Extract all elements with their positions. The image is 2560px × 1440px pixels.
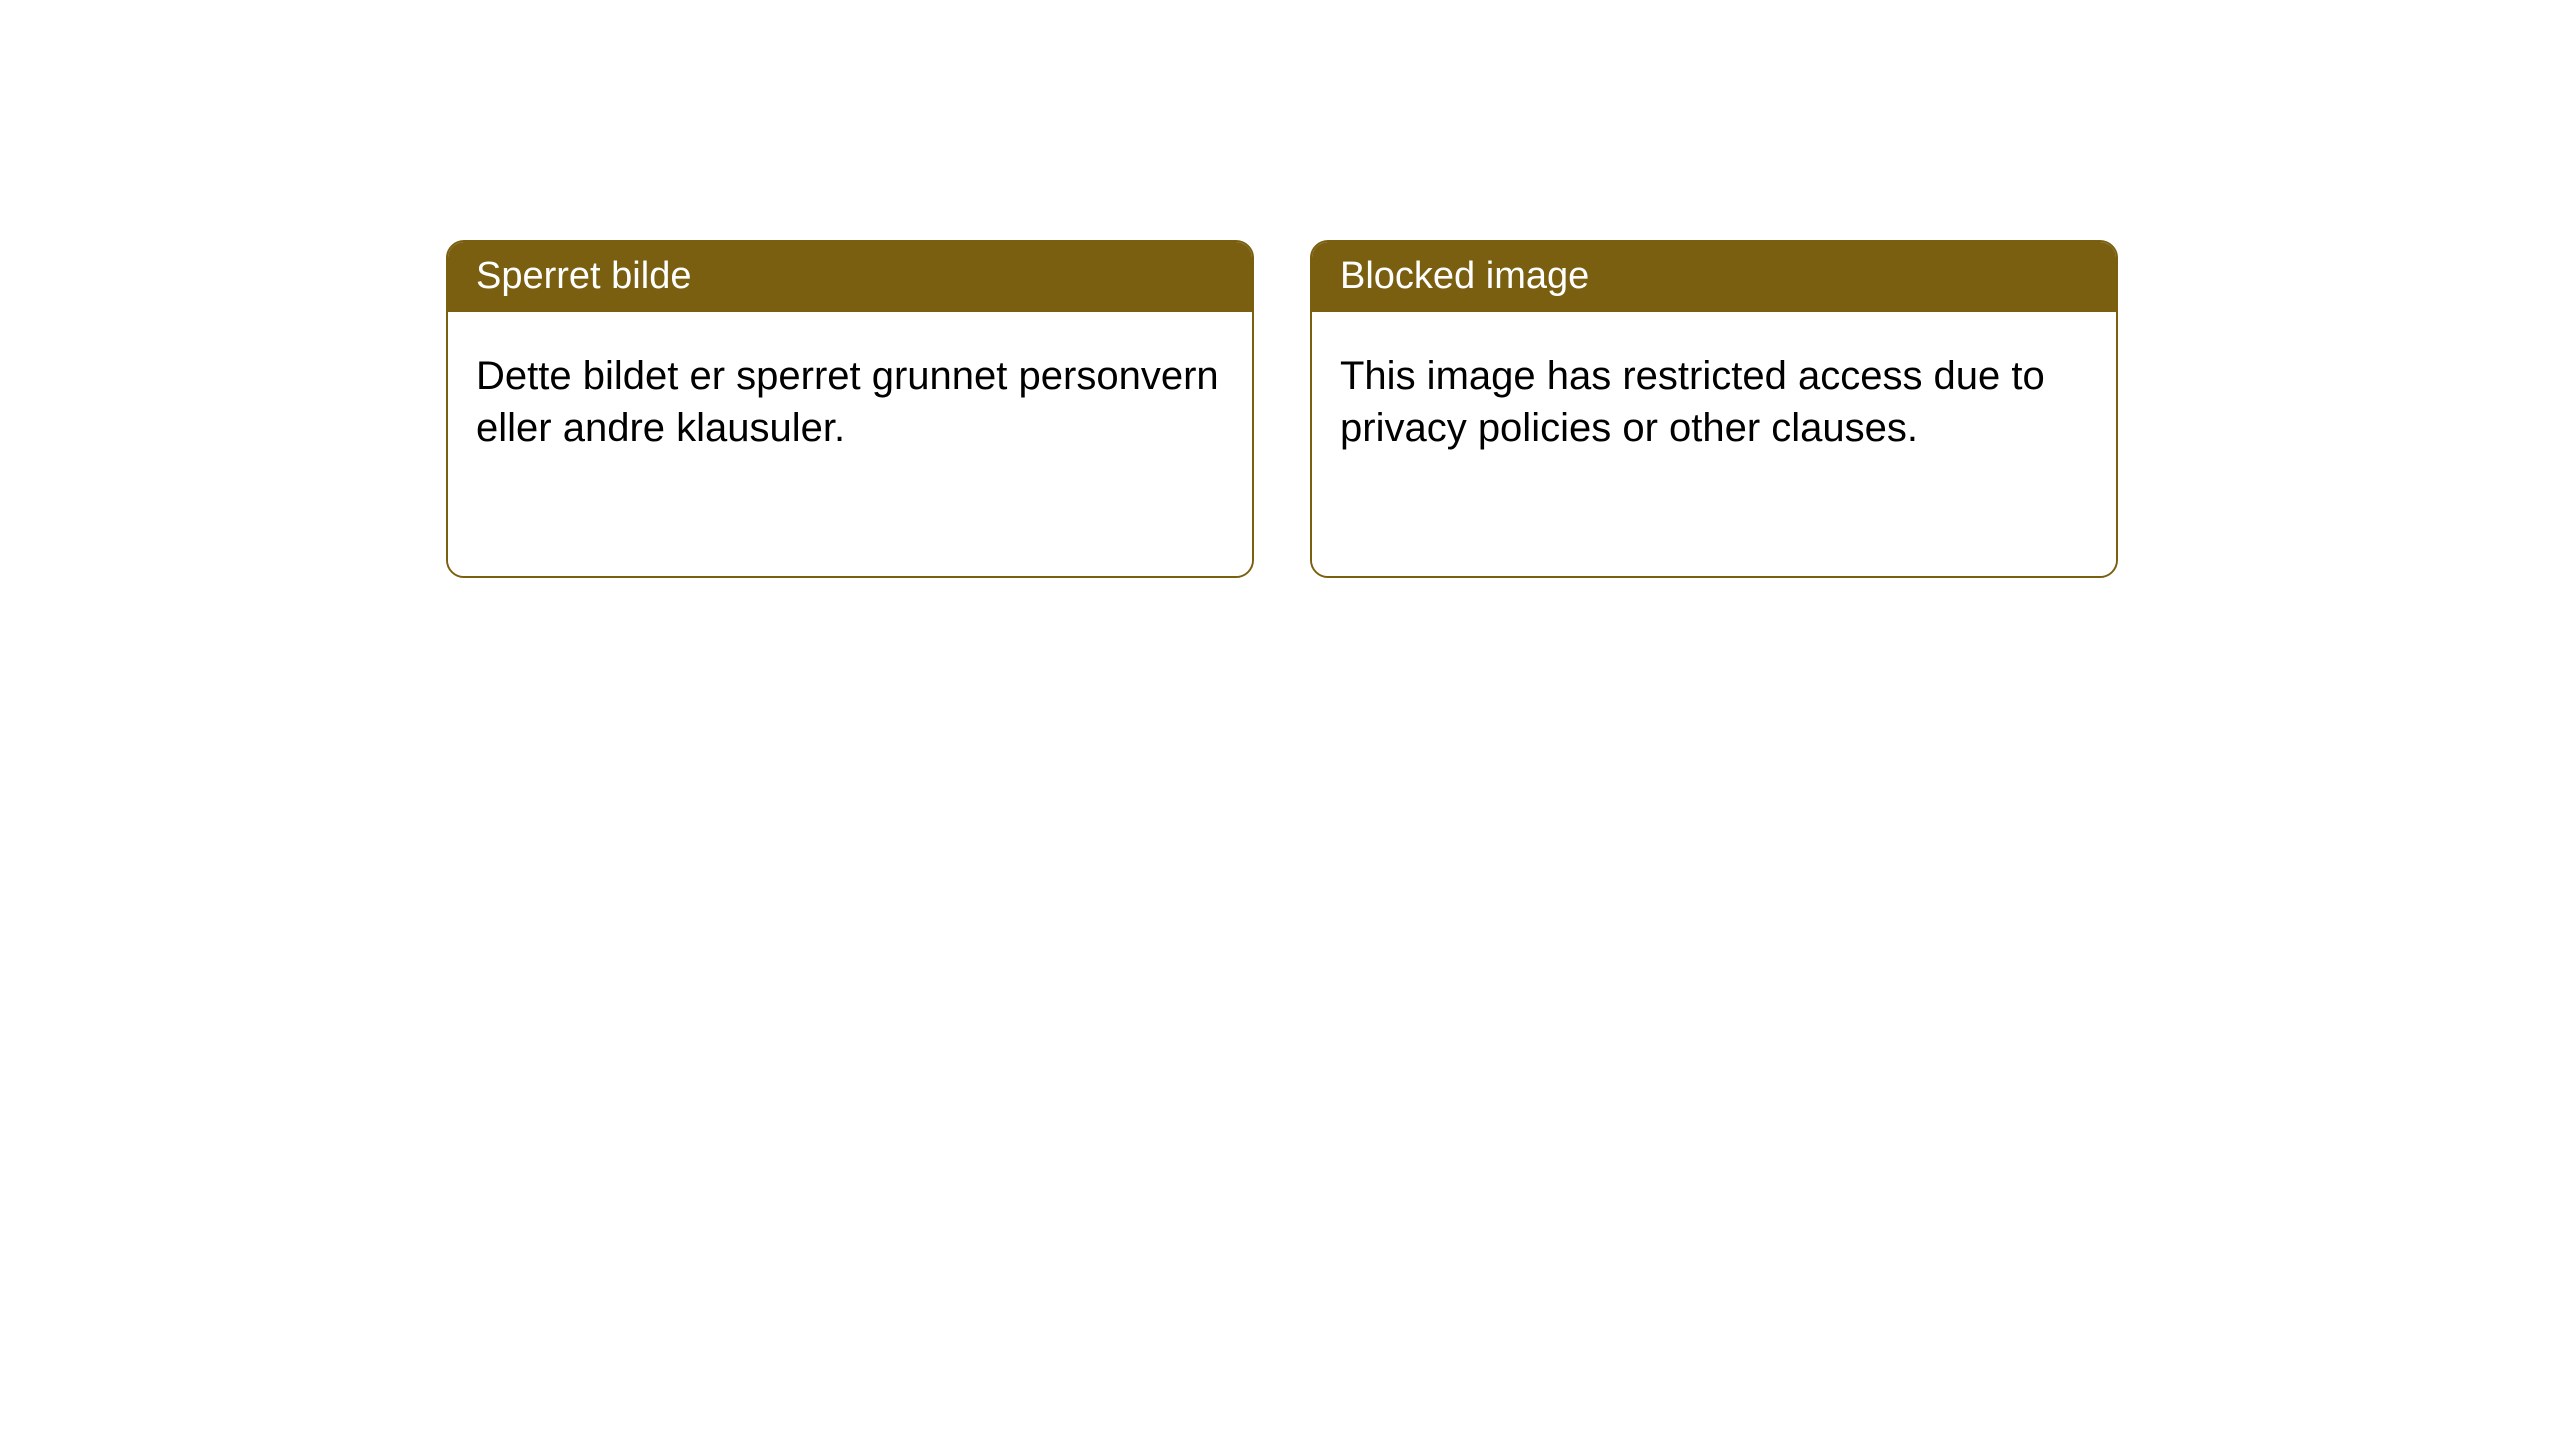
- card-body: Dette bildet er sperret grunnet personve…: [448, 312, 1252, 576]
- card-body-text: Dette bildet er sperret grunnet personve…: [476, 354, 1219, 450]
- notice-card-norwegian: Sperret bilde Dette bildet er sperret gr…: [446, 240, 1254, 578]
- card-title: Blocked image: [1340, 255, 1589, 297]
- card-body: This image has restricted access due to …: [1312, 312, 2116, 576]
- notice-container: Sperret bilde Dette bildet er sperret gr…: [446, 240, 2118, 578]
- notice-card-english: Blocked image This image has restricted …: [1310, 240, 2118, 578]
- card-header: Sperret bilde: [448, 242, 1252, 312]
- card-body-text: This image has restricted access due to …: [1340, 354, 2045, 450]
- card-header: Blocked image: [1312, 242, 2116, 312]
- card-title: Sperret bilde: [476, 255, 691, 297]
